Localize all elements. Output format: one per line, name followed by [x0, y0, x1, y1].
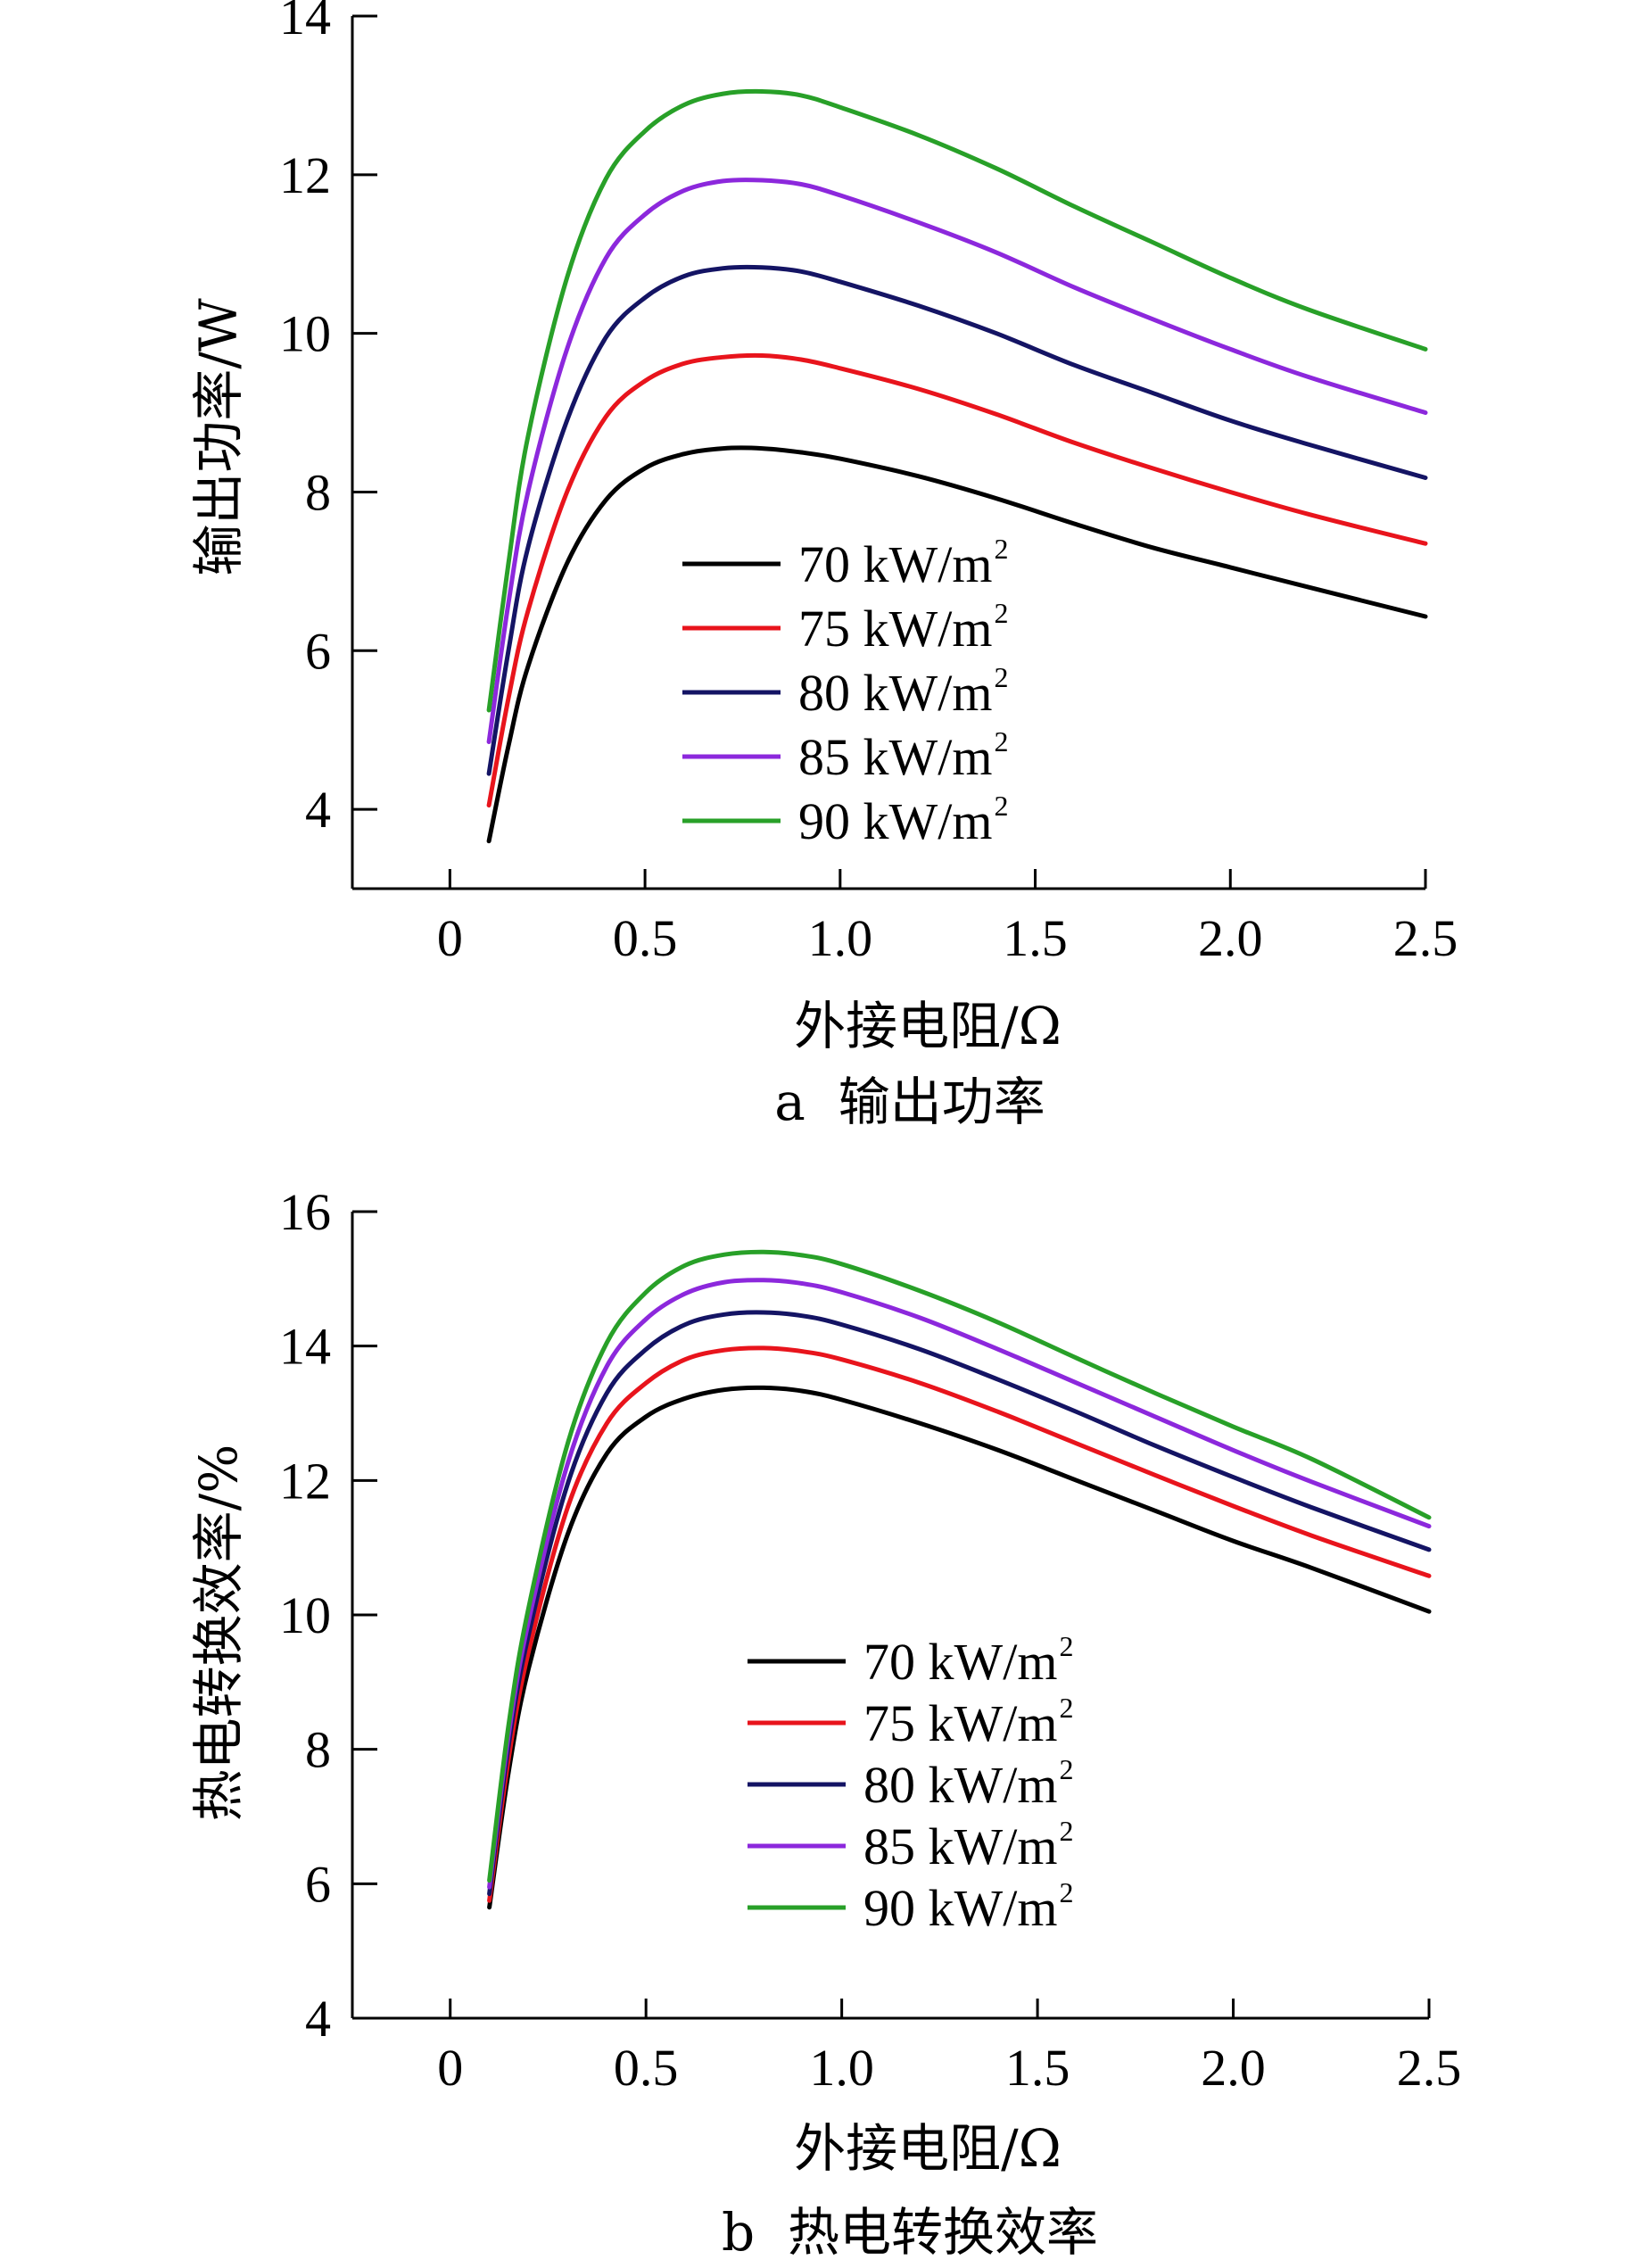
- legend-superscript: 2: [994, 533, 1008, 565]
- series-line: [486, 178, 1428, 744]
- legend-superscript: 2: [1059, 1753, 1073, 1785]
- series-line: [487, 1278, 1432, 1890]
- y-tick-label: 12: [279, 1452, 331, 1510]
- y-tick-label: 8: [305, 463, 331, 521]
- series-line: [486, 445, 1428, 844]
- series-line: [487, 1345, 1432, 1903]
- y-tick-label: 12: [279, 146, 331, 204]
- y-tick-label: 10: [279, 1586, 331, 1644]
- x-axis-title: 外接电阻/Ω: [794, 996, 1062, 1056]
- legend-label: 80 kW/m2: [798, 661, 1008, 722]
- x-tick-label: 1.0: [808, 909, 873, 967]
- y-axis-title: 输出功率/W: [188, 298, 249, 576]
- legend-superscript: 2: [1059, 1876, 1073, 1908]
- x-tick-label: 0: [437, 909, 463, 967]
- x-tick-label: 2.5: [1397, 2039, 1462, 2097]
- x-tick-label: 2.0: [1201, 2039, 1266, 2097]
- y-tick-label: 4: [305, 1990, 331, 2048]
- x-tick-label: 2.5: [1393, 909, 1458, 967]
- legend-label: 75 kW/m2: [798, 597, 1008, 658]
- legend-superscript: 2: [994, 725, 1008, 757]
- y-tick-label: 10: [279, 305, 331, 363]
- x-tick-label: 0.5: [614, 2039, 679, 2097]
- x-tick-label: 1.5: [1003, 909, 1068, 967]
- legend-superscript: 2: [1059, 1692, 1073, 1724]
- legend-label: 75 kW/m2: [863, 1692, 1073, 1752]
- x-tick-label: 1.5: [1005, 2039, 1070, 2097]
- y-tick-label: 16: [279, 1183, 331, 1241]
- legend-superscript: 2: [994, 597, 1008, 629]
- x-axis-title: 外接电阻/Ω: [794, 2118, 1062, 2179]
- chart-caption: a 输出功率: [774, 1072, 1045, 1132]
- x-tick-label: 1.0: [809, 2039, 874, 2097]
- legend-label: 90 kW/m2: [798, 790, 1008, 850]
- series-line: [486, 88, 1428, 713]
- legend-label: 85 kW/m2: [798, 725, 1008, 786]
- legend-label: 80 kW/m2: [863, 1753, 1073, 1814]
- x-tick-label: 2.0: [1198, 909, 1263, 967]
- y-tick-label: 6: [305, 622, 331, 680]
- series-line: [486, 352, 1428, 808]
- x-tick-label: 0: [437, 2039, 463, 2097]
- y-tick-label: 14: [279, 0, 331, 46]
- legend-label: 70 kW/m2: [798, 533, 1008, 593]
- legend-superscript: 2: [1059, 1630, 1073, 1662]
- chart-conversion-efficiency: 4 6 8 10 12 14 16 0 0.5 1.0 1.5 2.0 2.5 70 kW/m275 …: [188, 1183, 1461, 2263]
- y-tick-label: 6: [305, 1855, 331, 1913]
- legend-superscript: 2: [994, 661, 1008, 693]
- y-tick-label: 4: [305, 781, 331, 839]
- y-axis-title: 热电转换效率/%: [188, 1444, 249, 1822]
- legend-label: 90 kW/m2: [863, 1876, 1073, 1937]
- series-line: [487, 1249, 1432, 1883]
- legend-superscript: 2: [1059, 1815, 1073, 1847]
- legend-superscript: 2: [994, 790, 1008, 822]
- chart-caption: b 热电转换效率: [722, 2202, 1098, 2263]
- x-tick-label: 0.5: [613, 909, 678, 967]
- legend-label: 85 kW/m2: [863, 1815, 1073, 1875]
- series-line: [487, 1310, 1432, 1897]
- series-line: [487, 1385, 1432, 1910]
- y-tick-label: 8: [305, 1721, 331, 1779]
- y-tick-label: 14: [279, 1318, 331, 1376]
- series-line: [486, 264, 1428, 776]
- legend-label: 70 kW/m2: [863, 1630, 1073, 1691]
